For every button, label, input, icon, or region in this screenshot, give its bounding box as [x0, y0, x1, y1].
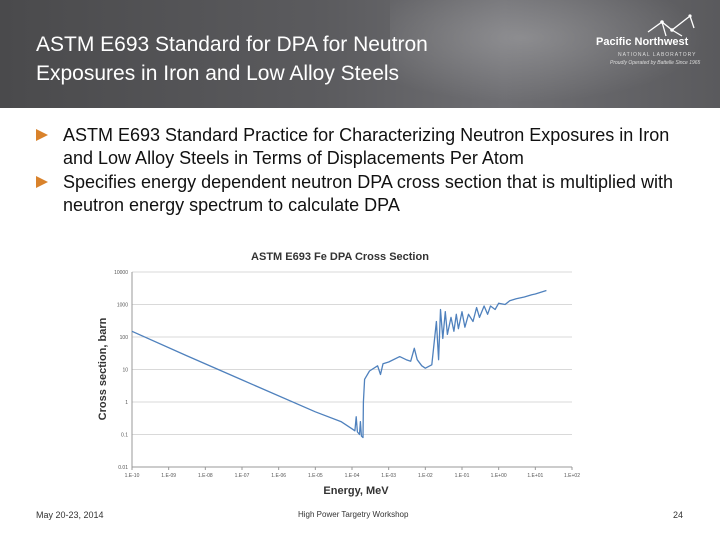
y-axis-label: Cross section, barn: [97, 317, 109, 420]
slide-title: ASTM E693 Standard for DPA for Neutron E…: [36, 30, 576, 88]
x-tick-label: 1.E-06: [271, 473, 286, 479]
slide-header: ASTM E693 Standard for DPA for Neutron E…: [0, 0, 720, 108]
logo-subtitle: NATIONAL LABORATORY: [618, 52, 697, 58]
y-tick-label: 1000: [117, 303, 128, 309]
header-highlight: [390, 0, 720, 108]
logo-name: Pacific Northwest: [596, 36, 689, 48]
bullet-arrow-icon: [36, 176, 48, 188]
slide-title-line1: ASTM E693 Standard for DPA for Neutron: [36, 33, 428, 56]
y-tick-label: 10: [122, 368, 128, 374]
x-axis-label: Energy, MeV: [323, 485, 389, 497]
x-tick-label: 1.E-01: [455, 473, 470, 479]
x-tick-label: 1.E-02: [418, 473, 433, 479]
bullet-text: Specifies energy dependent neutron DPA c…: [63, 172, 674, 215]
x-tick-label: 1.E-08: [198, 473, 213, 479]
page-number: 24: [673, 510, 684, 520]
footer-date: May 20-23, 2014: [36, 510, 104, 520]
y-tick-label: 0.01: [118, 465, 128, 471]
x-tick-label: 1.E-07: [235, 473, 250, 479]
bullet-text: ASTM E693 Standard Practice for Characte…: [63, 125, 670, 168]
x-tick-label: 1.E-10: [125, 473, 140, 479]
chart-title: ASTM E693 Fe DPA Cross Section: [251, 251, 429, 263]
bullet-item: Specifies energy dependent neutron DPA c…: [36, 171, 696, 216]
y-tick-label: 100: [120, 335, 129, 341]
y-tick-label: 0.1: [121, 433, 128, 439]
logo-tagline: Proudly Operated by Battelle Since 1965: [610, 60, 701, 66]
logo-mark-icon: [647, 14, 695, 37]
x-tick-label: 1.E-04: [345, 473, 360, 479]
x-tick-label: 1.E-05: [308, 473, 323, 479]
x-tick-label: 1.E+01: [527, 473, 543, 479]
x-tick-label: 1.E-03: [381, 473, 396, 479]
y-tick-label: 1: [125, 400, 128, 406]
dpa-cross-section-series: [131, 289, 547, 439]
chart-svg: ASTM E693 Fe DPA Cross Section 0.01 0.1 1 1…: [97, 251, 580, 497]
x-tick-label: 1.E+00: [491, 473, 507, 479]
bullet-list: ASTM E693 Standard Practice for Characte…: [36, 124, 696, 218]
footer-event: High Power Targetry Workshop: [298, 510, 409, 519]
x-tick-label: 1.E+02: [564, 473, 580, 479]
bullet-arrow-icon: [36, 129, 48, 141]
pnnl-logo: Pacific Northwest NATIONAL LABORATORY Pr…: [596, 14, 712, 74]
dpa-chart: ASTM E693 Fe DPA Cross Section 0.01 0.1 1 1…: [84, 242, 602, 505]
y-tick-label: 10000: [114, 270, 128, 276]
bullet-item: ASTM E693 Standard Practice for Characte…: [36, 124, 696, 169]
x-tick-label: 1.E-09: [161, 473, 176, 479]
slide-title-line2: Exposures in Iron and Low Alloy Steels: [36, 62, 400, 85]
